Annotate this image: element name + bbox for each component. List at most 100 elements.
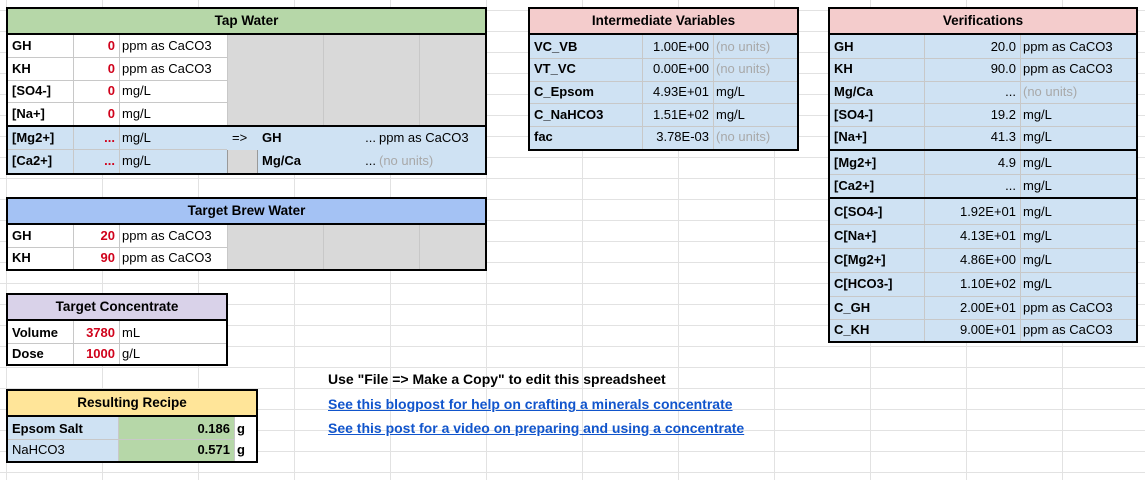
brew-kh-row: KH 90 ppm as CaCO3 (8, 247, 485, 269)
volume-row: Volume 3780 mL (8, 322, 226, 344)
derived-mgca-unit: (no units) (379, 153, 434, 168)
tap-ca-row: [Ca2+] ... mg/L Mg/Ca ... (no units) (8, 150, 485, 172)
row-unit: (no units) (716, 129, 771, 144)
row-unit: ppm as CaCO3 (1023, 39, 1113, 54)
row-unit: ppm as CaCO3 (122, 61, 212, 76)
target-brew-title: Target Brew Water (8, 199, 485, 225)
tap-gh-row: GH 0 ppm as CaCO3 (8, 35, 485, 57)
row-label: GH (12, 228, 32, 243)
ver-c-mg-row: C[Mg2+] 4.86E+00 mg/L (830, 249, 1136, 271)
dose-input[interactable]: 1000 (86, 346, 115, 361)
row-label: C[HCO3-] (834, 276, 893, 291)
row-unit: mg/L (716, 107, 745, 122)
row-label: [Mg2+] (834, 155, 877, 170)
ver-c-gh-row: C_GH 2.00E+01 ppm as CaCO3 (830, 297, 1136, 319)
row-value: 4.9 (997, 155, 1016, 170)
derived-gh-label: GH (262, 130, 282, 145)
tap-so4-input[interactable]: 0 (107, 83, 115, 98)
ver-gh-row: GH 20.0 ppm as CaCO3 (830, 36, 1136, 58)
row-unit: mg/L (716, 84, 745, 99)
row-label: C_KH (834, 322, 870, 337)
row-value: 9.00E+01 (959, 322, 1016, 337)
row-unit: (no units) (716, 39, 771, 54)
row-unit: mg/L (1023, 129, 1052, 144)
row-value: 1.51E+02 (652, 107, 709, 122)
tap-water-table: Tap Water GH 0 ppm as CaCO3 KH 0 ppm as … (6, 7, 487, 175)
ver-na-row: [Na+] 41.3 mg/L (830, 126, 1136, 148)
tap-gray-cell (227, 150, 258, 173)
target-brew-table: Target Brew Water GH 20 ppm as CaCO3 KH … (6, 197, 487, 271)
row-unit: ppm as CaCO3 (122, 38, 212, 53)
row-label: GH (12, 38, 32, 53)
row-unit: mL (122, 325, 141, 340)
row-label: Dose (12, 346, 44, 361)
copy-hint-text: Use "File => Make a Copy" to edit this s… (328, 371, 666, 387)
row-unit: mg/L (1023, 204, 1052, 219)
row-unit: mg/L (1023, 252, 1052, 267)
brew-gh-input[interactable]: 20 (100, 228, 115, 243)
brew-gh-row: GH 20 ppm as CaCO3 (8, 225, 485, 247)
c-epsom-row: C_Epsom 4.93E+01 mg/L (530, 81, 797, 103)
c-nahco3-row: C_NaHCO3 1.51E+02 mg/L (530, 104, 797, 126)
ver-so4-row: [SO4-] 19.2 mg/L (830, 104, 1136, 126)
tap-kh-row: KH 0 ppm as CaCO3 (8, 58, 485, 80)
arrow-text: => (232, 130, 248, 145)
row-label: Epsom Salt (12, 421, 83, 436)
row-label: [Na+] (12, 106, 45, 121)
resulting-recipe-title: Resulting Recipe (8, 391, 256, 417)
row-label: NaHCO3 (12, 442, 65, 457)
row-unit: mg/L (1023, 228, 1052, 243)
target-concentrate-title: Target Concentrate (8, 295, 226, 321)
row-unit: mg/L (1023, 178, 1052, 193)
row-value: 20.0 (990, 39, 1016, 54)
row-label: [Mg2+] (12, 130, 55, 145)
row-value: ... (104, 153, 115, 168)
row-label: C_GH (834, 300, 871, 315)
row-unit: mg/L (122, 130, 151, 145)
row-label: fac (534, 129, 553, 144)
intermediate-variables-table: Intermediate Variables VC_VB 1.00E+00 (n… (528, 7, 799, 151)
ver-kh-row: KH 90.0 ppm as CaCO3 (830, 58, 1136, 80)
row-label: C[Na+] (834, 228, 877, 243)
verifications-title: Verifications (830, 9, 1136, 35)
row-label: KH (12, 61, 31, 76)
derived-gh-unit: ppm as CaCO3 (379, 130, 469, 145)
row-unit: g/L (122, 346, 141, 361)
tap-na-input[interactable]: 0 (107, 106, 115, 121)
derived-mgca-value: ... (365, 153, 376, 168)
row-value: ... (104, 130, 115, 145)
row-label: [Ca2+] (12, 153, 53, 168)
tap-kh-input[interactable]: 0 (107, 61, 115, 76)
row-value: 3.78E-03 (656, 129, 709, 144)
video-post-link[interactable]: See this post for a video on preparing a… (328, 420, 745, 436)
row-label: [Ca2+] (834, 178, 875, 193)
blogpost-link[interactable]: See this blogpost for help on crafting a… (328, 396, 733, 412)
row-label: Volume (12, 325, 58, 340)
nahco3-value: 0.571 (197, 442, 230, 457)
row-label: C[Mg2+] (834, 252, 886, 267)
row-label: C_NaHCO3 (534, 107, 604, 122)
epsom-value: 0.186 (197, 421, 230, 436)
brew-kh-input[interactable]: 90 (100, 250, 115, 265)
row-value: 1.10E+02 (959, 276, 1016, 291)
row-value: 4.86E+00 (959, 252, 1016, 267)
row-label: Mg/Ca (834, 84, 873, 99)
row-unit: ppm as CaCO3 (1023, 61, 1113, 76)
row-value: 2.00E+01 (959, 300, 1016, 315)
verifications-table: Verifications GH 20.0 ppm as CaCO3 KH 90… (828, 7, 1138, 343)
tap-mg-row: [Mg2+] ... mg/L => GH ... ppm as CaCO3 (8, 127, 485, 149)
resulting-recipe-table: Resulting Recipe Epsom Salt 0.186 g NaHC… (6, 389, 258, 463)
nahco3-row: NaHCO3 0.571 g (8, 439, 256, 461)
tap-gh-input[interactable]: 0 (107, 38, 115, 53)
target-concentrate-table: Target Concentrate Volume 3780 mL Dose 1… (6, 293, 228, 366)
volume-input[interactable]: 3780 (86, 325, 115, 340)
row-label: KH (834, 61, 853, 76)
row-label: [Na+] (834, 129, 867, 144)
tap-so4-row: [SO4-] 0 mg/L (8, 80, 485, 102)
row-value: 0.00E+00 (652, 61, 709, 76)
row-value: ... (1005, 178, 1016, 193)
ver-c-hco3-row: C[HCO3-] 1.10E+02 mg/L (830, 273, 1136, 295)
target-brew-gray-area (227, 225, 485, 269)
row-value: 90.0 (990, 61, 1016, 76)
row-value: 1.00E+00 (652, 39, 709, 54)
